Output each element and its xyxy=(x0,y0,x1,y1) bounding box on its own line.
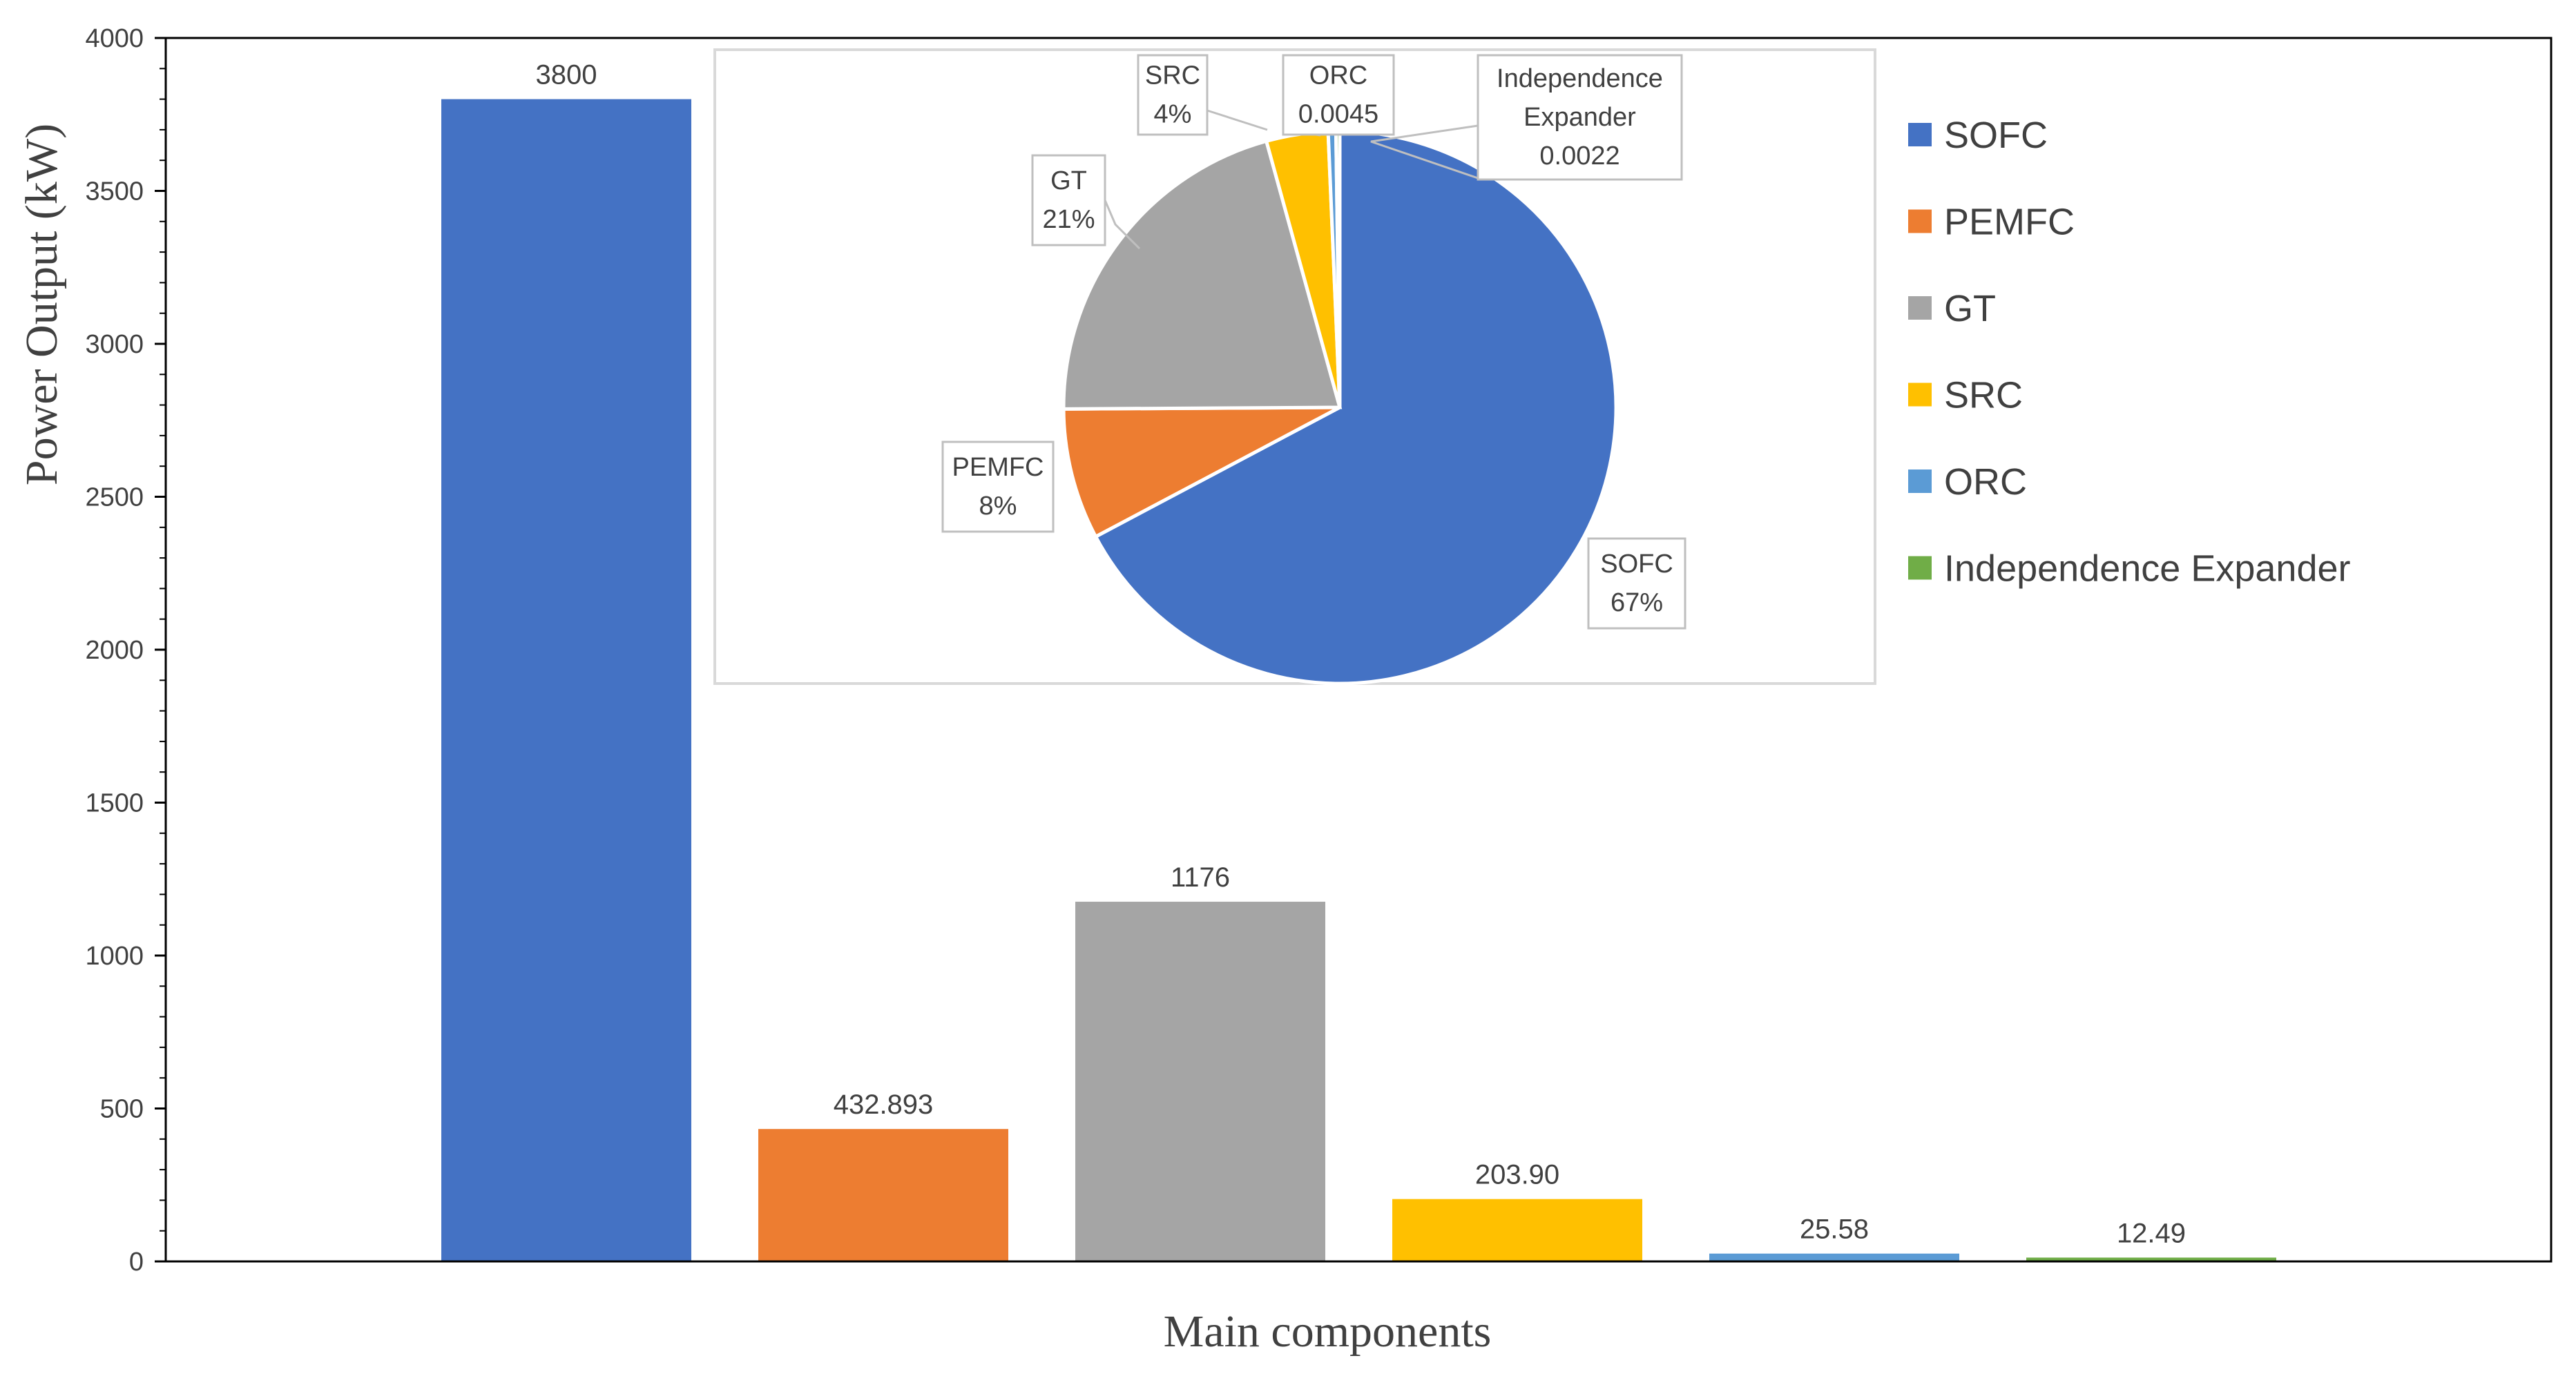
bar-gt xyxy=(1075,902,1325,1261)
legend-label: PEMFC xyxy=(1944,202,2075,243)
bar-pemfc xyxy=(758,1129,1008,1261)
pie-label-pemfc: PEMFC 8% xyxy=(941,440,1055,533)
pie-label-box xyxy=(941,440,1055,533)
bar-orc xyxy=(1709,1253,1959,1261)
pie-label-text: 4% xyxy=(1154,100,1192,129)
legend-entry-src: SRC xyxy=(1908,375,2023,416)
y-axis-title: Power Output (kW) xyxy=(17,124,67,485)
bar-value-label: 1176 xyxy=(1171,862,1230,893)
y-tick-label: 3500 xyxy=(85,177,144,206)
pie-label-orc: ORC 0.0045 xyxy=(1282,54,1395,136)
bar-value-label: 12.49 xyxy=(2117,1218,2186,1248)
bar-series xyxy=(441,99,2276,1262)
bar-src xyxy=(1392,1199,1642,1261)
pie-leader-line xyxy=(1370,124,1479,180)
y-tick-label: 1500 xyxy=(85,789,144,818)
legend-label: Independence Expander xyxy=(1944,548,2351,590)
pie-label-text: GT xyxy=(1050,166,1087,195)
legend: SOFC PEMFC GT SRC ORC Independence Expander xyxy=(1908,115,2351,590)
pie-label-text: 0.0045 xyxy=(1298,100,1378,129)
pie-label-independence-expander: Independence Expander 0.0022 xyxy=(1477,54,1683,181)
pie-slice-sofc xyxy=(1093,129,1618,686)
pie-label-box xyxy=(1282,54,1395,136)
y-tick-label: 4000 xyxy=(85,24,144,53)
legend-entry-independence-expander: Independence Expander xyxy=(1908,548,2351,590)
bar-sofc xyxy=(441,99,691,1262)
pie-data-labels: SOFC 67% PEMFC 8% GT 21% SRC 4% ORC 0.0045 Indepen… xyxy=(941,54,1686,630)
pie-label-text: ORC xyxy=(1309,61,1367,90)
y-tick-label: 3000 xyxy=(85,330,144,359)
legend-label: ORC xyxy=(1944,461,2027,503)
pie-label-text: 67% xyxy=(1611,588,1663,617)
pie-slice-pemfc xyxy=(1061,405,1341,539)
pie-label-sofc: SOFC 67% xyxy=(1587,537,1686,630)
pie-label-box xyxy=(1587,537,1686,630)
pie-label-src: SRC 4% xyxy=(1137,54,1209,136)
bar-data-labels: 3800 432.893 1176 203.90 25.58 12.49 xyxy=(536,60,2186,1249)
pie-slices xyxy=(1061,129,1618,686)
legend-entry-gt: GT xyxy=(1908,288,1996,329)
legend-label: GT xyxy=(1944,288,1996,329)
pie-slice-gt xyxy=(1061,139,1343,411)
pie-inset: SOFC 67% PEMFC 8% GT 21% SRC 4% ORC 0.0045 Indepen… xyxy=(713,48,1876,686)
pie-label-text: 8% xyxy=(979,492,1017,521)
pie-label-text: 0.0022 xyxy=(1539,142,1619,171)
legend-label: SRC xyxy=(1944,375,2023,416)
pie-label-text: Independence xyxy=(1497,64,1663,93)
y-axis-ticks: 0 500 1000 1500 2000 2500 3000 3500 4000 xyxy=(85,24,166,1277)
bar-value-label: 432.893 xyxy=(834,1089,934,1120)
pie-label-text: 21% xyxy=(1042,205,1095,234)
pie-label-gt: GT 21% xyxy=(1031,154,1106,246)
y-tick-label: 0 xyxy=(129,1248,144,1277)
bar-value-label: 3800 xyxy=(536,60,597,90)
pie-label-box xyxy=(1137,54,1209,136)
y-tick-label: 1000 xyxy=(85,942,144,971)
legend-swatch xyxy=(1908,296,1932,320)
pie-label-text: PEMFC xyxy=(952,453,1044,482)
legend-entry-sofc: SOFC xyxy=(1908,115,2048,156)
legend-entry-pemfc: PEMFC xyxy=(1908,202,2075,243)
legend-swatch xyxy=(1908,556,1932,580)
pie-leader-line xyxy=(1207,109,1268,131)
plot-area-border xyxy=(164,37,2553,1263)
bar-value-label: 25.58 xyxy=(1800,1214,1869,1245)
x-axis-title: Main components xyxy=(1164,1306,1492,1357)
pie-label-box xyxy=(1477,54,1683,181)
legend-swatch xyxy=(1908,123,1932,146)
pie-label-text: Expander xyxy=(1524,103,1636,132)
legend-entry-orc: ORC xyxy=(1908,461,2027,503)
bar-value-label: 203.90 xyxy=(1475,1160,1559,1190)
pie-label-box xyxy=(1031,154,1106,246)
bar-independence-expander xyxy=(2026,1257,2276,1261)
pie-label-text: SRC xyxy=(1145,61,1200,90)
legend-swatch xyxy=(1908,469,1932,493)
y-tick-label: 500 xyxy=(100,1095,144,1124)
y-tick-label: 2500 xyxy=(85,483,144,512)
legend-swatch xyxy=(1908,382,1932,407)
y-tick-label: 2000 xyxy=(85,636,144,665)
pie-leader-line xyxy=(1104,200,1141,250)
pie-label-text: SOFC xyxy=(1600,550,1673,579)
legend-label: SOFC xyxy=(1944,115,2048,156)
legend-swatch xyxy=(1908,209,1932,233)
